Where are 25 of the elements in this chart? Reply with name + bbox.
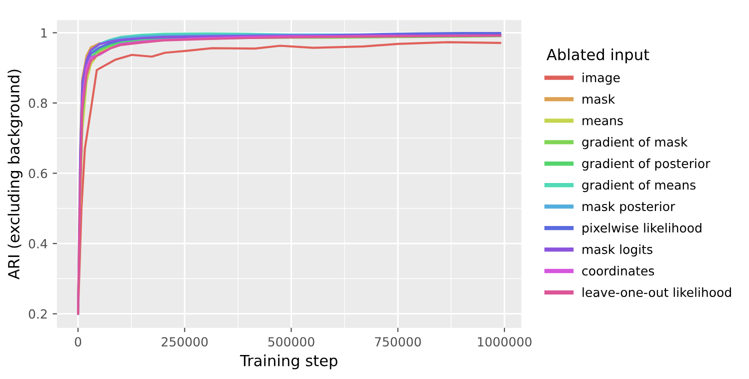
x-tick-label: 0 (74, 337, 82, 347)
x-tick-label: 1000000 (478, 337, 532, 347)
legend-title: Ablated input (546, 48, 650, 64)
legend-label: mask (582, 94, 616, 104)
y-tick-label: 0.4 (28, 238, 48, 248)
x-tick-label: 750000 (375, 337, 421, 347)
y-tick-label: 0.8 (28, 98, 48, 108)
legend-label: coordinates (582, 266, 654, 276)
legend-label: mask logits (582, 244, 652, 257)
legend-label: mask posterior (582, 201, 676, 214)
line-series (79, 46, 112, 210)
legend-label: means (582, 118, 623, 126)
legend-label: pixelwise likelihood (582, 222, 702, 236)
y-tick-label: 0.6 (28, 168, 48, 178)
legend-label: gradient of means (582, 180, 696, 192)
x-axis-title: Training step (240, 354, 338, 370)
legend-label: gradient of mask (582, 137, 688, 150)
y-tick-label: 0.2 (28, 309, 47, 319)
legend-label: leave-one-out likelihood (582, 287, 731, 298)
y-axis-title: ARI (excluding background) (8, 70, 22, 280)
y-tick-label: 1 (41, 28, 47, 38)
legend-label: image (582, 72, 620, 85)
legend-label: gradient of posterior (582, 158, 710, 171)
x-tick-label: 500000 (268, 337, 314, 347)
x-tick-label: 250000 (162, 337, 208, 347)
